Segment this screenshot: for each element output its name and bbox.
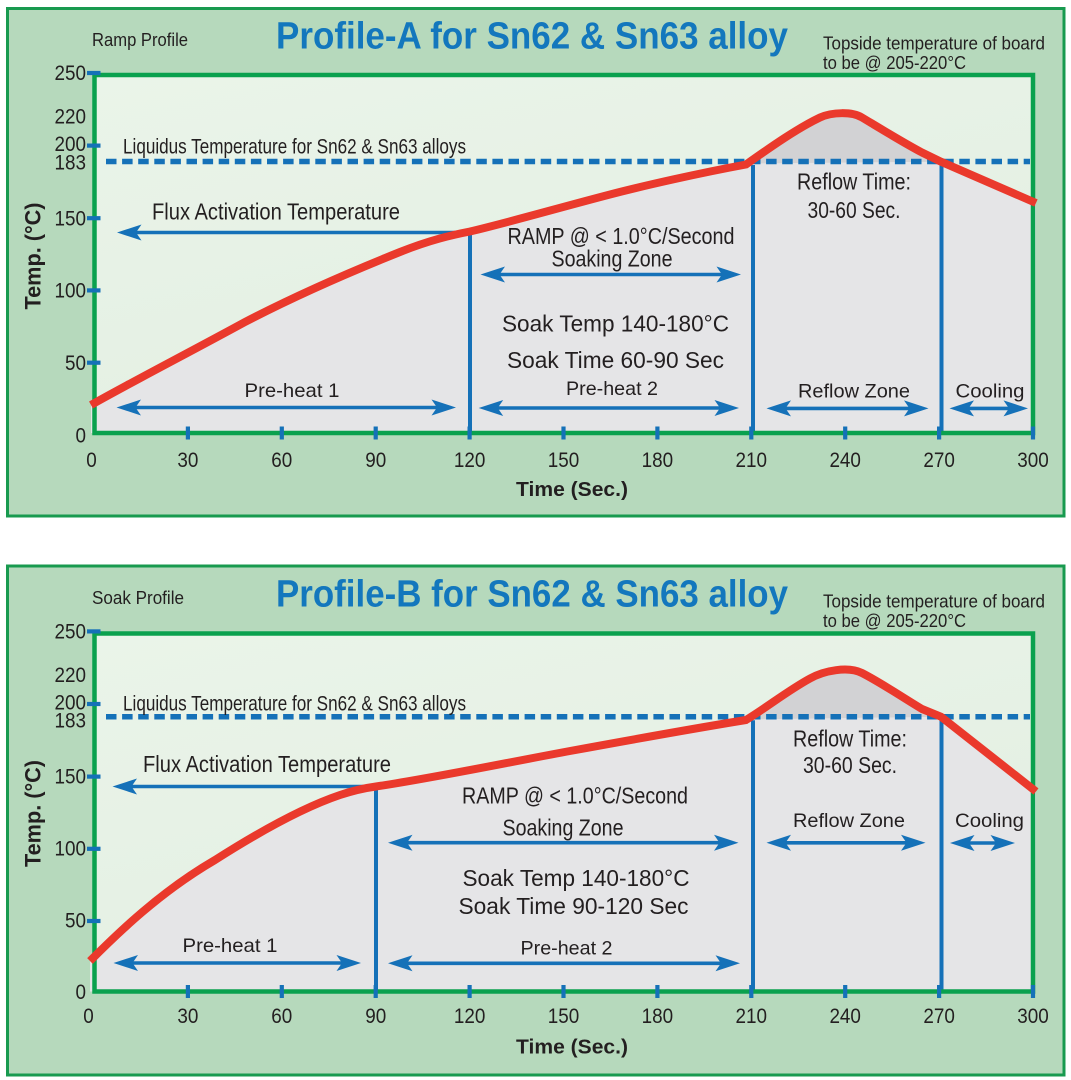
svg-text:183: 183 [55, 151, 87, 174]
svg-text:Pre-heat 1: Pre-heat 1 [245, 380, 340, 402]
svg-text:250: 250 [55, 620, 87, 643]
svg-text:210: 210 [736, 449, 768, 472]
svg-text:Cooling: Cooling [956, 381, 1025, 403]
svg-text:100: 100 [55, 279, 87, 302]
svg-text:180: 180 [642, 1005, 674, 1028]
svg-text:Soak Time 60-90 Sec: Soak Time 60-90 Sec [507, 347, 724, 373]
svg-text:Profile-B for Sn62 & Sn63 allo: Profile-B for Sn62 & Sn63 alloy [276, 574, 788, 616]
svg-text:Time (Sec.): Time (Sec.) [516, 479, 628, 501]
svg-text:30-60 Sec.: 30-60 Sec. [803, 752, 897, 778]
svg-text:Flux Activation Temperature: Flux Activation Temperature [152, 199, 400, 225]
svg-text:to be @ 205-220°C: to be @ 205-220°C [823, 610, 966, 631]
svg-text:90: 90 [365, 449, 386, 472]
svg-text:Soak Temp 140-180°C: Soak Temp 140-180°C [463, 865, 690, 891]
svg-text:220: 220 [55, 106, 87, 129]
svg-text:Pre-heat 1: Pre-heat 1 [183, 935, 278, 957]
svg-text:Flux Activation Temperature: Flux Activation Temperature [143, 751, 391, 777]
svg-text:100: 100 [55, 838, 87, 861]
svg-text:Soaking Zone: Soaking Zone [503, 814, 624, 840]
svg-text:150: 150 [548, 449, 580, 472]
svg-text:Cooling: Cooling [955, 810, 1024, 832]
svg-text:30: 30 [177, 1005, 198, 1028]
svg-text:150: 150 [55, 766, 87, 789]
svg-text:0: 0 [76, 981, 87, 1004]
svg-text:200: 200 [55, 691, 87, 714]
svg-text:120: 120 [454, 1005, 486, 1028]
svg-text:60: 60 [271, 449, 292, 472]
svg-text:183: 183 [55, 710, 87, 733]
svg-text:Soak Temp 140-180°C: Soak Temp 140-180°C [502, 311, 729, 337]
svg-text:Soak Time 90-120 Sec: Soak Time 90-120 Sec [459, 893, 689, 919]
svg-text:0: 0 [83, 1005, 94, 1028]
svg-text:Reflow Zone: Reflow Zone [793, 810, 905, 832]
svg-text:300: 300 [1017, 449, 1049, 472]
svg-text:0: 0 [86, 449, 97, 472]
svg-text:90: 90 [365, 1005, 386, 1028]
svg-text:210: 210 [736, 1005, 768, 1028]
svg-text:Liquidus Temperature for Sn62: Liquidus Temperature for Sn62 & Sn63 all… [123, 135, 466, 159]
svg-text:270: 270 [923, 449, 955, 472]
svg-text:Pre-heat 2: Pre-heat 2 [566, 378, 658, 400]
svg-text:180: 180 [642, 449, 674, 472]
svg-text:Topside temperature of board: Topside temperature of board [823, 33, 1045, 54]
svg-text:0: 0 [76, 424, 87, 447]
svg-text:Reflow Zone: Reflow Zone [798, 381, 910, 403]
svg-text:Liquidus Temperature for Sn62: Liquidus Temperature for Sn62 & Sn63 all… [123, 692, 466, 716]
svg-text:Time (Sec.): Time (Sec.) [516, 1037, 628, 1059]
svg-text:150: 150 [548, 1005, 580, 1028]
svg-text:Temp. (°C): Temp. (°C) [21, 203, 46, 310]
svg-text:Reflow Time:: Reflow Time: [797, 169, 911, 195]
svg-text:60: 60 [271, 1005, 292, 1028]
svg-text:270: 270 [923, 1005, 955, 1028]
svg-text:220: 220 [55, 664, 87, 687]
svg-text:50: 50 [65, 910, 86, 933]
svg-text:30-60 Sec.: 30-60 Sec. [808, 197, 901, 223]
svg-text:240: 240 [829, 449, 861, 472]
svg-text:250: 250 [55, 62, 87, 85]
svg-text:Reflow Time:: Reflow Time: [793, 726, 907, 752]
svg-text:Soaking Zone: Soaking Zone [552, 246, 673, 272]
svg-text:RAMP @ < 1.0°C/Second: RAMP @ < 1.0°C/Second [462, 783, 688, 809]
svg-text:Pre-heat 2: Pre-heat 2 [521, 938, 613, 960]
svg-text:150: 150 [55, 207, 87, 230]
svg-text:RAMP @ < 1.0°C/Second: RAMP @ < 1.0°C/Second [508, 223, 735, 249]
svg-text:240: 240 [829, 1005, 861, 1028]
svg-text:Temp. (°C): Temp. (°C) [21, 760, 46, 867]
svg-text:Ramp Profile: Ramp Profile [92, 29, 188, 50]
svg-text:Profile-A for Sn62 & Sn63 allo: Profile-A for Sn62 & Sn63 alloy [276, 16, 788, 58]
svg-text:30: 30 [177, 449, 198, 472]
svg-text:Soak Profile: Soak Profile [92, 587, 184, 608]
svg-text:200: 200 [55, 133, 87, 156]
svg-text:50: 50 [65, 352, 86, 375]
svg-text:300: 300 [1017, 1005, 1049, 1028]
svg-text:Topside temperature of board: Topside temperature of board [823, 591, 1045, 612]
svg-text:120: 120 [454, 449, 486, 472]
svg-text:to be @ 205-220°C: to be @ 205-220°C [823, 52, 966, 73]
